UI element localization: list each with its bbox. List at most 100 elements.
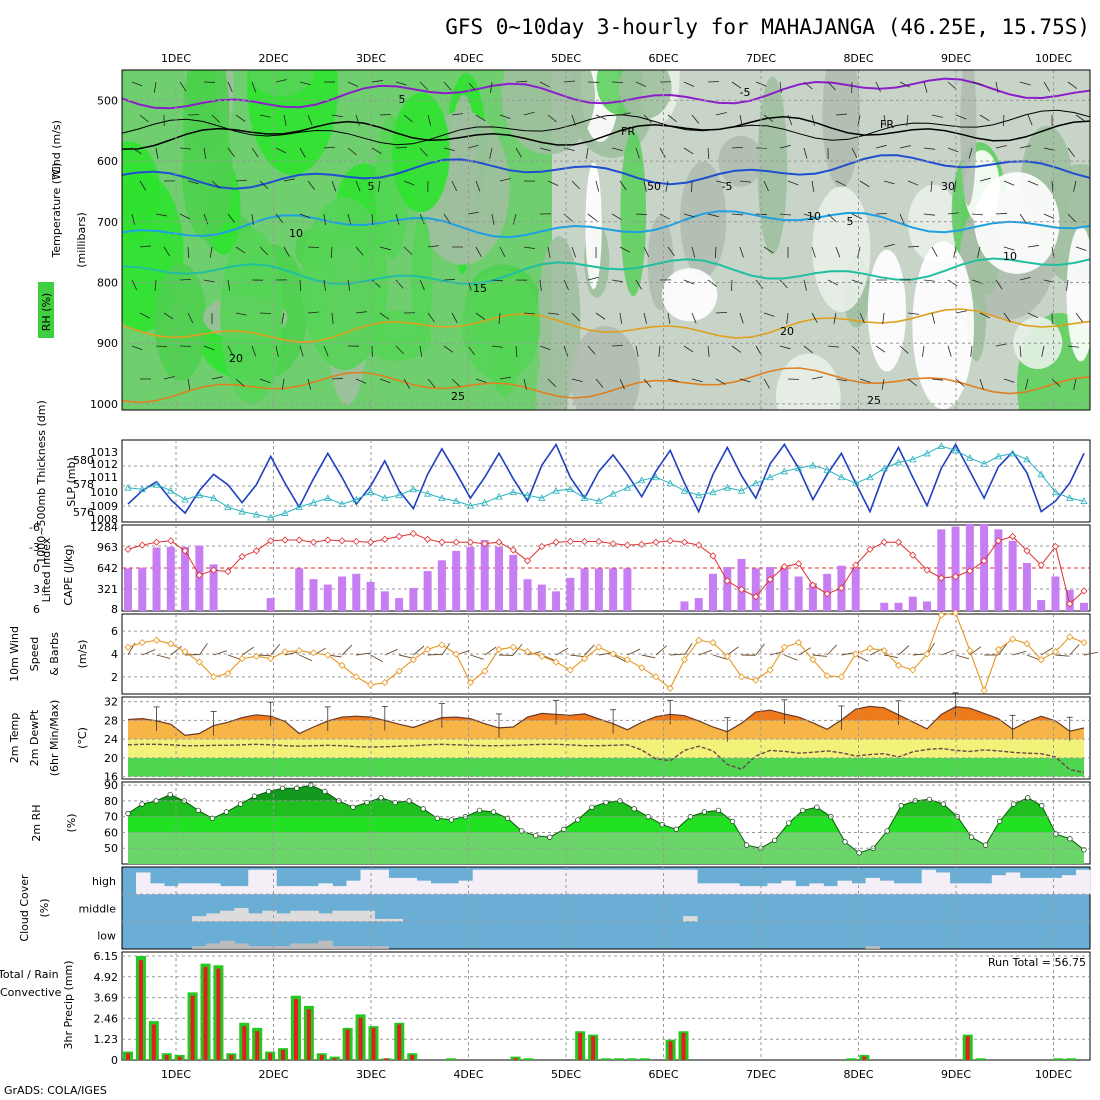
precip-total-bar [1066, 1058, 1077, 1060]
wind10-label-c: & Barbs [48, 632, 61, 676]
wind-barb [923, 147, 935, 150]
rh-point [378, 795, 384, 801]
wind-barb [523, 378, 527, 390]
thickness-point [1008, 449, 1017, 457]
wind-barb [1075, 312, 1083, 323]
cloud-cell-high [220, 886, 235, 895]
precip-convective-bar [216, 968, 221, 1060]
wind-barb [643, 180, 647, 192]
wind10-point [224, 669, 232, 677]
cape-bar [680, 601, 689, 611]
upper-label-wind: Wind (m/s) [50, 120, 63, 180]
wind-barb [523, 111, 535, 116]
cloud-cell-high [893, 883, 909, 895]
wind-barb [779, 213, 791, 216]
wind10-barb [1069, 644, 1080, 656]
wind-barb [347, 147, 357, 156]
wind-barb [499, 376, 511, 380]
precip-convective-bar [268, 1053, 273, 1060]
cloud-cell-high [458, 880, 474, 895]
pressure-tick-labels: 500 600 700 800 900 1000 [90, 94, 118, 411]
cape-bar [295, 568, 304, 611]
tick-label: 0 [111, 1054, 118, 1067]
tick-label: 2 [111, 671, 118, 684]
wind-barb [347, 279, 351, 291]
wind-barb [715, 311, 728, 314]
wind-barb [619, 112, 631, 116]
precip-convective-bar [319, 1054, 324, 1060]
cape-bar [181, 546, 190, 611]
wind10-point [837, 673, 845, 681]
wind-barb [763, 246, 774, 254]
thickness-point [238, 507, 246, 515]
cape-bar [951, 526, 960, 611]
tick-label: 70 [104, 811, 118, 824]
thickness-point [281, 509, 289, 516]
li-point [352, 537, 360, 546]
contour-label: 20 [780, 325, 794, 338]
precip-convective-bar [681, 1032, 686, 1060]
wind10-barb [898, 645, 910, 656]
cape-bar [580, 568, 589, 611]
tick-label: 1013 [90, 446, 118, 459]
rh-point [1011, 801, 1017, 807]
wind-barb [259, 180, 269, 189]
precip-convective-bar [255, 1031, 260, 1060]
rh-point [631, 806, 637, 812]
cloud-cell-high [627, 869, 642, 895]
precip-convective-bar [242, 1026, 247, 1060]
cape-bar [994, 529, 1003, 611]
wind10-point [395, 667, 403, 675]
tick-label: 50 [104, 842, 118, 855]
slp-grid [122, 440, 1090, 522]
wind-barb [707, 279, 718, 287]
li-point [509, 546, 517, 554]
wind10-barb [612, 654, 626, 662]
upper-label-temp: Temperature (°C) [50, 163, 63, 259]
wind-barb [203, 345, 215, 351]
cloud-cell-high [290, 886, 305, 895]
wind-barb [187, 180, 199, 185]
wind-barb [235, 114, 246, 122]
rh-blob [489, 308, 520, 397]
rh-blob [662, 268, 718, 322]
precip-tick-labels: 6.15 4.92 3.69 2.46 1.23 0 [94, 950, 119, 1067]
cloud-cell-high [346, 880, 361, 895]
wind-barb [539, 279, 542, 291]
cape-bar [566, 577, 575, 611]
cape-label-cape: CAPE (J/kg) [62, 544, 75, 605]
cloud-cell-high [865, 877, 880, 895]
cloud-cell-high [542, 869, 558, 895]
day-label-top: 9DEC [941, 52, 971, 65]
li-point [152, 538, 161, 546]
wind-barb [209, 246, 213, 258]
wind-barb [211, 114, 221, 124]
wind-barb [1027, 114, 1033, 126]
cloud-cell-high [725, 883, 740, 895]
wind-barb [1019, 145, 1031, 149]
wind10-point [709, 639, 717, 647]
wind-barb [139, 312, 150, 319]
day-label-top: 7DEC [746, 52, 776, 65]
wind10-barb [855, 654, 869, 662]
run-total: Run Total = 56.75 [988, 956, 1086, 969]
thickness-point [695, 491, 703, 499]
wind-barb [131, 279, 138, 291]
cape-bar [266, 598, 275, 611]
cloud-cell-middle [683, 916, 698, 922]
tick-label: 4.92 [94, 971, 119, 984]
slp-lines [124, 442, 1088, 521]
thickness-point [980, 460, 988, 467]
wind-barb [419, 147, 428, 157]
wind-barb [683, 213, 695, 218]
rh-point [575, 817, 581, 823]
rh-tick-labels: 90 80 70 60 50 [104, 779, 118, 855]
wind-barb [281, 312, 285, 324]
rh-point [856, 850, 862, 856]
rh-point [589, 804, 595, 810]
wind-barb [1043, 147, 1055, 151]
tick-label: 1008 [90, 513, 118, 526]
tick-label: 1012 [90, 458, 118, 471]
wind-barb [443, 213, 451, 224]
